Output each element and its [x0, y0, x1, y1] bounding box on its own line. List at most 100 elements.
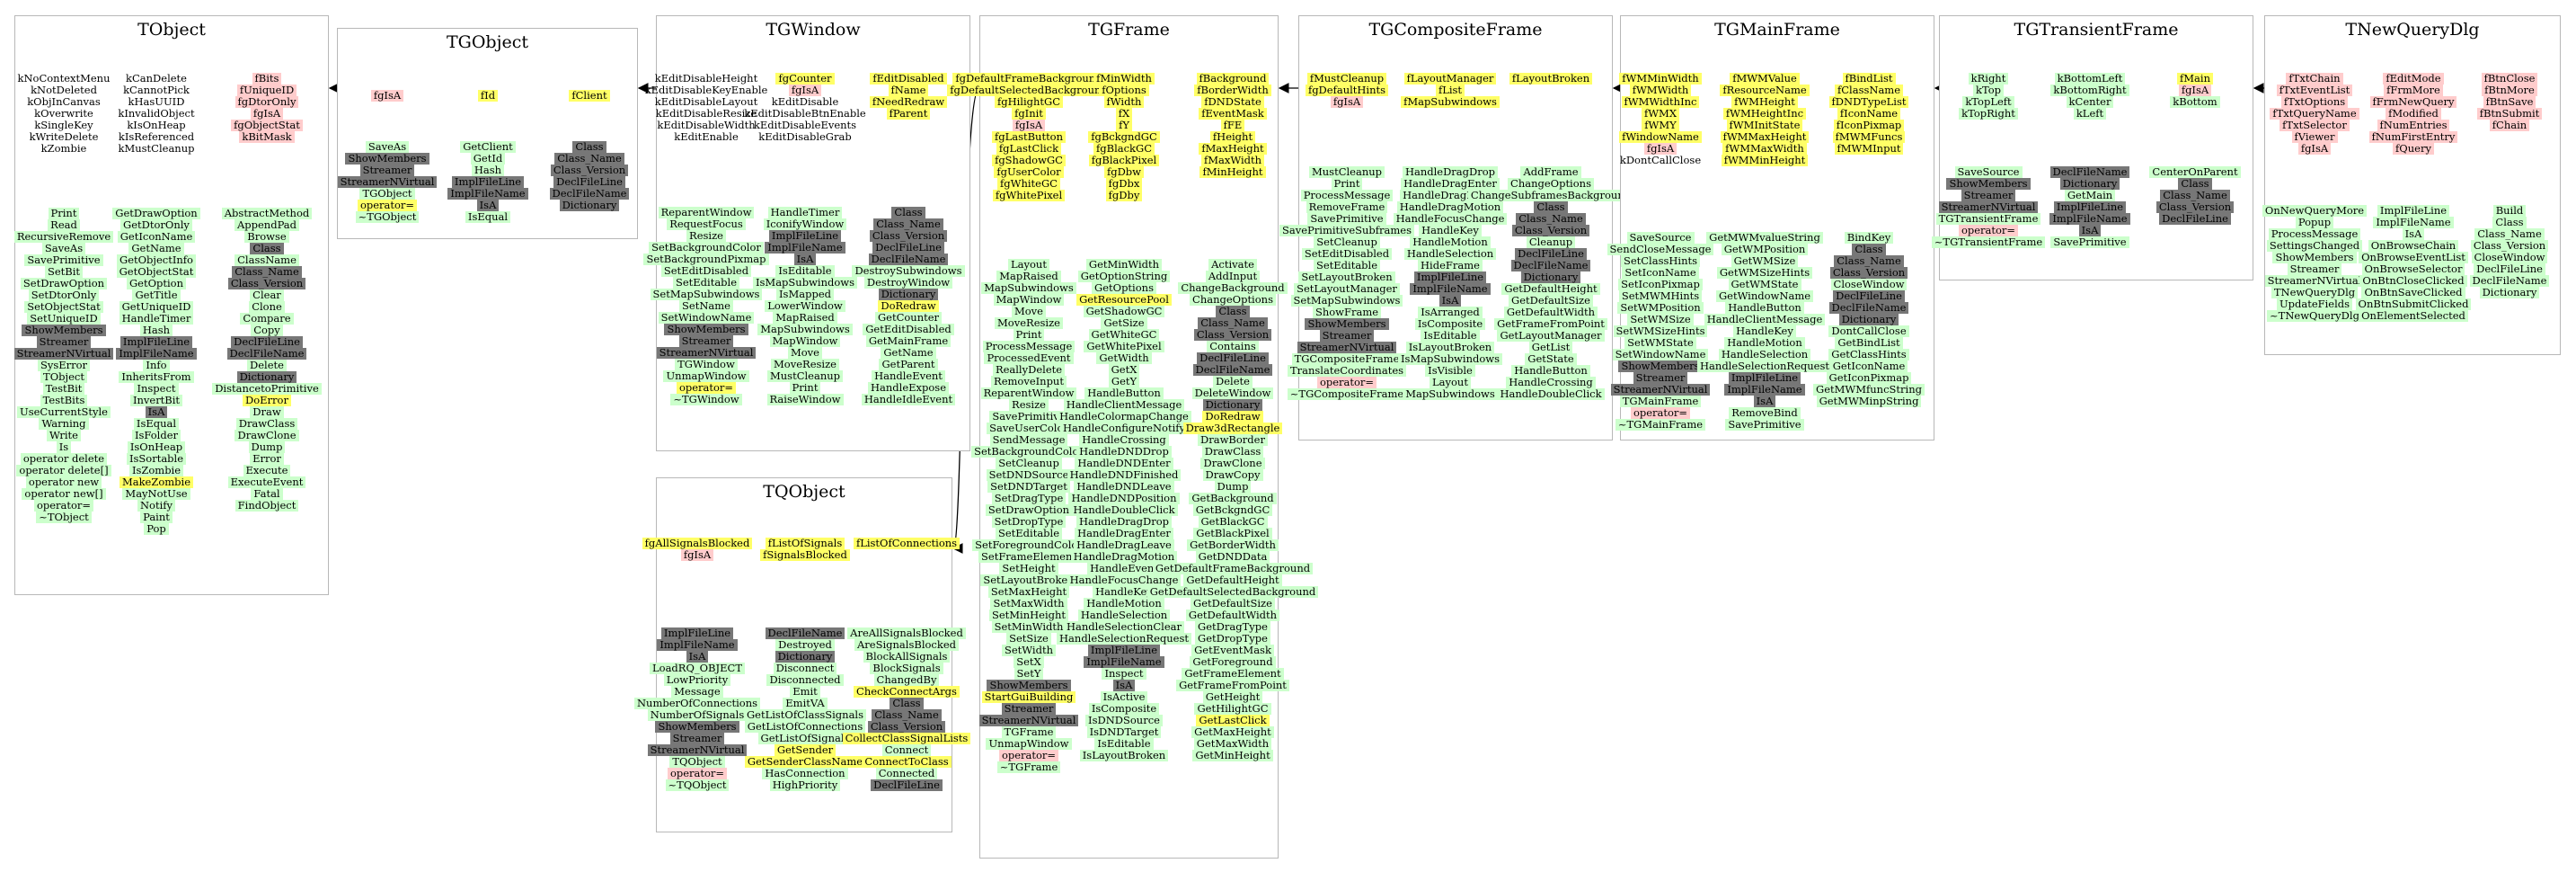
method-column-3: BindKey Class Class_Name Class_Version Close… — [1801, 232, 1936, 407]
protected-member: fEventMask — [1199, 108, 1267, 120]
protected-member: fHeight — [1209, 131, 1256, 143]
class-title: TObject — [137, 20, 206, 40]
protected-member: fWMMaxHeight — [1720, 131, 1810, 143]
protected-member: fgDbw — [1103, 166, 1145, 178]
public-member: GetObjectStat — [116, 266, 197, 278]
protected-member: MakeZombie — [119, 476, 194, 488]
enum-constant: kEditDisableLayout — [654, 95, 758, 108]
public-member: GetSize — [1101, 317, 1147, 329]
dictionary-member: Class_Name — [232, 266, 302, 278]
dictionary-member: Dictionary — [2059, 178, 2120, 190]
public-member: IsFolder — [131, 430, 181, 441]
dictionary-member: IsA — [476, 200, 500, 211]
private-member: fQuery — [2393, 143, 2434, 155]
public-member: GetWidth — [1096, 352, 1152, 364]
private-member: fTxtQueryName — [2270, 108, 2359, 120]
public-member: GetEditDisabled — [863, 324, 954, 335]
public-member: HandleDragEnter — [1075, 528, 1173, 539]
public-member: SettingsChanged — [2266, 240, 2363, 252]
public-member: GetCounter — [874, 312, 943, 324]
dictionary-member: ImplFileName — [116, 348, 197, 360]
protected-member: fMapSubwindows — [1401, 96, 1500, 108]
public-member: SendMessage — [989, 434, 1068, 446]
public-member: HandleExpose — [867, 382, 949, 394]
protected-member: fgInit — [1012, 108, 1046, 120]
dictionary-member: Class — [1852, 244, 1886, 255]
public-member: SavePrimitive — [2050, 236, 2129, 248]
protected-member: fgWhiteGC — [997, 178, 1060, 190]
public-member: Paint — [140, 512, 173, 523]
public-member: Error — [250, 453, 284, 465]
public-member: SaveAs — [365, 141, 410, 153]
dictionary-member: ImplFileLine — [1413, 271, 1487, 283]
public-member: ImplFileName — [2373, 217, 2454, 228]
public-member: HandleButton — [1725, 302, 1804, 314]
public-member: Fatal — [251, 488, 283, 500]
class-title: TQObject — [763, 482, 845, 502]
public-member: kTopRight — [1959, 108, 2018, 120]
private-member: operator= — [1958, 225, 2019, 236]
class-title: TGTransientFrame — [2014, 20, 2179, 40]
dictionary-member: Streamer — [1961, 190, 2016, 201]
protected-member: fgDby — [1105, 190, 1143, 201]
class-box-tgwindow: TGWindow kEditDisableHeight kEditDisableKe… — [643, 15, 970, 451]
protected-member: fOptions — [1099, 85, 1149, 96]
public-member: Draw — [250, 406, 284, 418]
protected-member: fWindowName — [1619, 131, 1702, 143]
public-member: SetBackgroundPixmap — [643, 254, 769, 265]
protected-member: fY — [1116, 120, 1132, 131]
protected-member: fLayoutManager — [1403, 73, 1497, 85]
public-member: GetDefaultWidth — [1185, 610, 1280, 621]
dictionary-member: DeclFileName — [765, 627, 845, 639]
public-member: SetBackgroundColor — [649, 242, 764, 254]
dictionary-member: Dictionary — [1202, 399, 1263, 411]
public-member: SetDrawOption — [985, 504, 1073, 516]
enum-constant: kEditDisableBtnEnable — [744, 107, 866, 120]
public-member: SetClassHints — [1620, 255, 1701, 267]
enum-column: fgIsA — [320, 90, 455, 102]
public-member: AddFrame — [1520, 166, 1581, 178]
protected-member: fWMX — [1641, 108, 1680, 120]
public-member: GetMWMinpString — [1816, 396, 1922, 407]
public-member: TGTransientFrame — [1935, 213, 2041, 225]
public-member: SetWMPosition — [1617, 302, 1704, 314]
public-member: ClassName — [235, 254, 299, 266]
public-member: GetDefaultHeight — [1183, 574, 1282, 586]
class-box-tgframe: TGFrame fgDefaultFrameBackground fgDefault… — [947, 15, 1319, 859]
dictionary-member: DeclFileName — [549, 188, 630, 200]
enum-constant: kDontCallClose — [1619, 154, 1702, 166]
protected-member: fgDefaultFrameBackground — [952, 73, 1105, 85]
public-member: SetName — [679, 300, 733, 312]
data-member-column-2: fClient — [522, 90, 657, 102]
public-member: SetX — [1014, 656, 1044, 668]
public-member: Browse — [244, 231, 289, 243]
public-member: SetWindowName — [658, 312, 755, 324]
public-member: SaveSource — [1626, 232, 1695, 244]
public-member: Resize — [1009, 399, 1049, 411]
public-member: HandleSelectionClear — [1063, 621, 1184, 633]
public-member: Class_Name — [2474, 228, 2545, 240]
public-member: OnNewQueryMore — [2262, 205, 2368, 217]
public-member: SaveUserColor — [987, 423, 1071, 434]
protected-member: fWMWidth — [1629, 85, 1692, 96]
public-member: AddInput — [1205, 271, 1261, 282]
class-box-tgobject: TGObject fgIsA fId fClient SaveAs ShowMembers… — [337, 28, 638, 239]
public-member: GetClient — [460, 141, 516, 153]
protected-member: fMain — [2177, 73, 2213, 85]
private-member: fEditMode — [2383, 73, 2444, 85]
enum-constant: kEditDisableKeyEnable — [644, 84, 768, 96]
public-member: Execute — [243, 465, 291, 476]
public-member: TQObject — [669, 756, 725, 768]
public-member: IsMapSubwindows — [1397, 353, 1503, 365]
dictionary-member: Class_Name — [1516, 213, 1586, 225]
protected-member: ConnectToClass — [862, 756, 952, 768]
private-member: fgIsA — [680, 549, 714, 561]
public-member: SaveAs — [41, 243, 86, 254]
public-member: IsA — [2402, 228, 2425, 240]
private-member: fUniqueID — [236, 85, 297, 96]
public-member: AbstractMethod — [221, 208, 313, 219]
dictionary-member: DeclFileLine — [1833, 290, 1905, 302]
public-member: DrawCopy — [1202, 469, 1263, 481]
dictionary-member: Class — [1216, 306, 1250, 317]
public-member: SetLayoutBroken — [1298, 271, 1395, 283]
